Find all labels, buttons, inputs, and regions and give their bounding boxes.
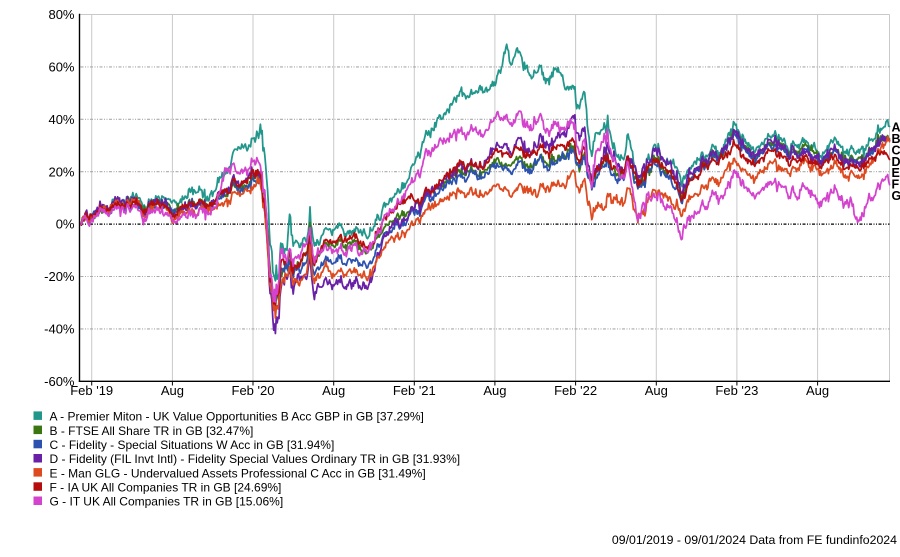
svg-text:Feb '20: Feb '20	[232, 383, 275, 398]
svg-text:20%: 20%	[48, 164, 74, 179]
svg-text:Feb '23: Feb '23	[715, 383, 758, 398]
svg-text:C - Fidelity - Special Situati: C - Fidelity - Special Situations W Acc …	[50, 438, 335, 452]
svg-text:Feb '22: Feb '22	[554, 383, 597, 398]
svg-text:Aug: Aug	[483, 383, 506, 398]
svg-text:D - Fidelity (FIL Invt Intl) -: D - Fidelity (FIL Invt Intl) - Fidelity …	[50, 452, 461, 466]
svg-text:80%: 80%	[48, 7, 74, 22]
svg-text:Feb '21: Feb '21	[393, 383, 436, 398]
svg-text:E - Man GLG - Undervalued Asse: E - Man GLG - Undervalued Assets Profess…	[50, 466, 426, 480]
svg-text:G - IT UK All Companies TR in: G - IT UK All Companies TR in GB [15.06%…	[50, 495, 284, 509]
svg-text:Aug: Aug	[161, 383, 184, 398]
svg-text:60%: 60%	[48, 60, 74, 75]
svg-text:Aug: Aug	[806, 383, 829, 398]
svg-text:B - FTSE All Share TR in GB [3: B - FTSE All Share TR in GB [32.47%]	[50, 424, 254, 438]
svg-text:Aug: Aug	[322, 383, 345, 398]
svg-text:A - Premier Miton - UK Value O: A - Premier Miton - UK Value Opportuniti…	[50, 410, 424, 424]
svg-text:Feb '19: Feb '19	[70, 383, 113, 398]
svg-text:G: G	[892, 189, 900, 203]
svg-text:Aug: Aug	[645, 383, 668, 398]
svg-text:-20%: -20%	[44, 269, 75, 284]
svg-text:09/01/2019 - 09/01/2024 Data f: 09/01/2019 - 09/01/2024 Data from FE fun…	[612, 533, 897, 547]
svg-text:40%: 40%	[48, 112, 74, 127]
svg-text:0%: 0%	[56, 217, 75, 232]
svg-text:F - IA UK All Companies TR in: F - IA UK All Companies TR in GB [24.69%…	[50, 480, 282, 494]
svg-text:-40%: -40%	[44, 322, 75, 337]
